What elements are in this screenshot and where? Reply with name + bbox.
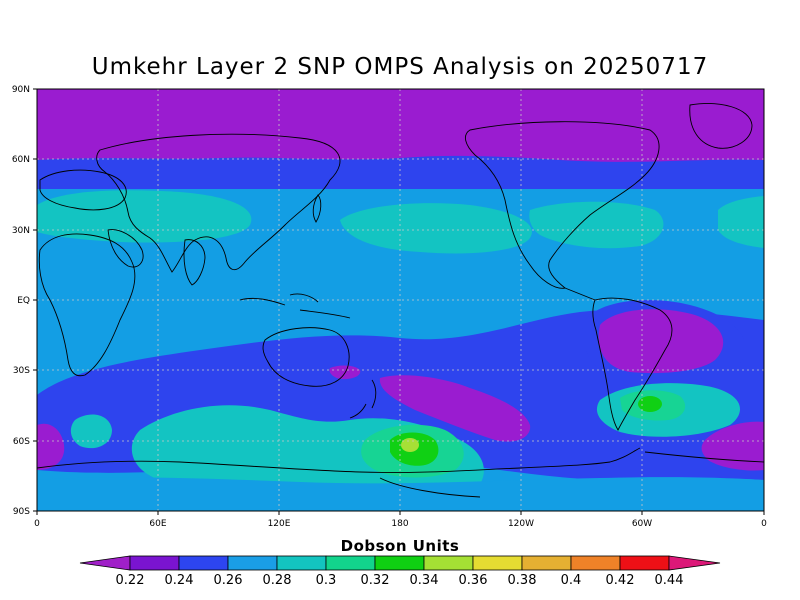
coast-south-america <box>592 297 673 431</box>
coast-greenland <box>689 103 753 149</box>
cyan-patch-nw <box>37 190 252 243</box>
colorbar-level-label: 0.42 <box>606 573 635 588</box>
colorbar-level-label: 0.22 <box>116 573 145 588</box>
lon-label-60e: 60E <box>149 519 166 529</box>
colorbar: 0.22 0.24 0.26 0.28 0.3 0.32 0.34 0.36 0.38 0.4 0.… <box>79 555 721 588</box>
map-title: Umkehr Layer 2 SNP OMPS Analysis on 2025… <box>91 54 709 80</box>
colorbar-swatch <box>178 555 229 571</box>
coast-north-america <box>464 121 660 289</box>
coastlines <box>37 103 764 498</box>
coast-japan <box>312 194 322 223</box>
cyan-patch-n-pacific <box>340 203 532 254</box>
lat-label-90n: 90N <box>12 85 30 95</box>
lon-label-120e: 120E <box>268 519 291 529</box>
lon-label-0-east: 0 <box>761 519 767 529</box>
contour-field <box>37 89 764 511</box>
colorbar-over-triangle <box>668 555 721 571</box>
colorbar-level-label: 0.44 <box>655 573 684 588</box>
coast-australia <box>262 327 350 387</box>
lat-label-30s: 30S <box>13 366 30 376</box>
colorbar-swatch <box>472 555 523 571</box>
colorbar-swatch <box>374 555 425 571</box>
colorbar-level-label: 0.3 <box>316 573 337 588</box>
band-north-violet <box>37 89 764 162</box>
green-s-atlantic <box>638 396 662 412</box>
colorbar-swatch <box>276 555 327 571</box>
colorbar-level-label: 0.4 <box>561 573 582 588</box>
colorbar-level-label: 0.36 <box>459 573 488 588</box>
colorbar-level-label: 0.26 <box>214 573 243 588</box>
purple-s-pacific-band <box>379 375 531 442</box>
coast-africa <box>38 233 136 377</box>
coast-india <box>183 239 206 286</box>
colorbar-swatch <box>521 555 572 571</box>
cyan-patch-ne <box>718 196 764 248</box>
colorbar-swatch <box>423 555 474 571</box>
colorbar-level-label: 0.38 <box>508 573 537 588</box>
lon-label-120w: 120W <box>508 519 534 529</box>
colorbar-title: Dobson Units <box>340 537 460 555</box>
lat-label-60n: 60N <box>12 155 30 165</box>
lon-label-60w: 60W <box>632 519 652 529</box>
coast-arabia <box>107 229 144 268</box>
lat-label-30n: 30N <box>12 226 30 236</box>
purple-east-edge <box>701 421 764 471</box>
colorbar-swatch <box>570 555 621 571</box>
purple-west-edge <box>37 423 65 470</box>
lon-ticks <box>36 511 765 515</box>
lat-label-90s: 90S <box>13 507 30 517</box>
cyan-patch-sw <box>70 414 112 449</box>
coast-central-america <box>564 287 596 301</box>
lon-label-180: 180 <box>391 519 408 529</box>
colorbar-swatch <box>325 555 376 571</box>
lime-s-pacific <box>401 438 419 452</box>
colorbar-level-label: 0.34 <box>410 573 439 588</box>
coast-asia <box>96 133 341 273</box>
azure-antarctic <box>37 477 764 511</box>
cyan-patch-n-atlantic <box>529 201 664 249</box>
colorbar-under-triangle <box>79 555 131 571</box>
coast-new-zealand <box>349 379 377 419</box>
purple-south-america <box>598 309 724 374</box>
colorbar-swatch <box>227 555 278 571</box>
lat-label-eq: EQ <box>17 296 30 306</box>
lon-label-0-west: 0 <box>34 519 40 529</box>
colorbar-swatch <box>129 555 180 571</box>
colorbar-level-label: 0.28 <box>263 573 292 588</box>
colorbar-level-label: 0.24 <box>165 573 194 588</box>
coast-europe <box>39 169 127 211</box>
coast-antarctica <box>37 447 764 498</box>
lat-label-60s: 60S <box>13 437 30 447</box>
coast-indonesia <box>239 293 351 319</box>
colorbar-swatch <box>619 555 670 571</box>
colorbar-level-label: 0.32 <box>361 573 390 588</box>
graticule <box>37 89 764 511</box>
lat-ticks <box>33 88 37 512</box>
